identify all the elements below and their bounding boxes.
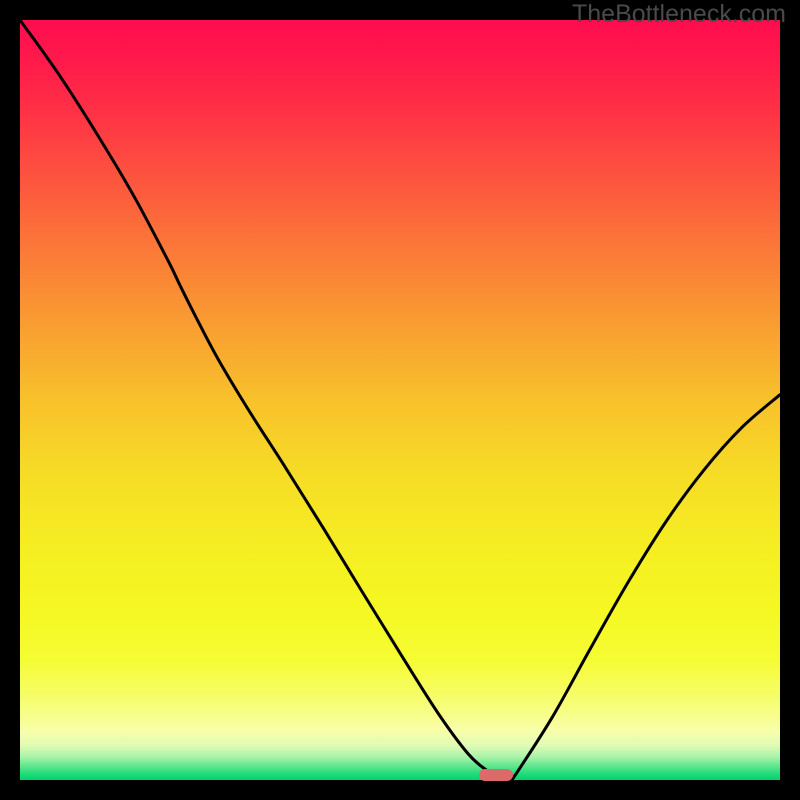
bottleneck-curve xyxy=(20,20,780,780)
plot-area xyxy=(20,20,780,780)
watermark-text: TheBottleneck.com xyxy=(572,0,786,29)
curve-path xyxy=(20,20,780,782)
chart-stage: TheBottleneck.com xyxy=(0,0,800,800)
optimum-marker xyxy=(479,769,513,781)
